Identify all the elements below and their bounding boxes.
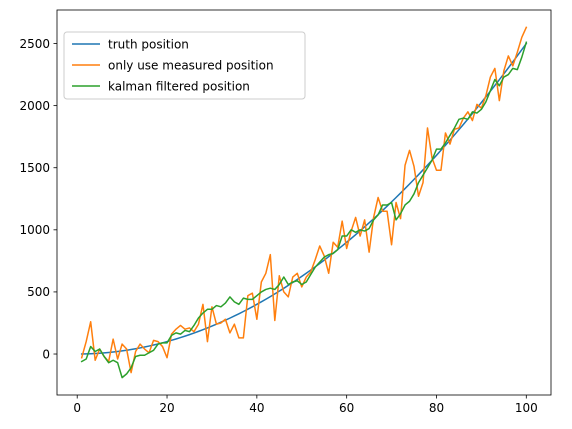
plot-frame xyxy=(56,9,552,396)
legend-label-1: only use measured position xyxy=(108,58,274,72)
y-tick-label: 2000 xyxy=(19,99,50,113)
series-line-1 xyxy=(80,26,528,374)
legend-label-0: truth position xyxy=(108,37,189,51)
x-tick-label: 0 xyxy=(73,401,81,415)
plot-area xyxy=(80,26,528,379)
legend-label-2: kalman filtered position xyxy=(108,79,250,93)
x-tick-label: 40 xyxy=(249,401,264,415)
legend-box xyxy=(63,31,306,100)
legend: truth position only use measured position… xyxy=(63,31,306,100)
y-tick-label: 2500 xyxy=(19,37,50,51)
x-tick-label: 100 xyxy=(515,401,538,415)
x-tick-label: 80 xyxy=(429,401,444,415)
x-tick-label: 20 xyxy=(159,401,174,415)
y-tick-label: 1000 xyxy=(19,223,50,237)
y-tick-label: 0 xyxy=(42,347,50,361)
x-tick-label: 60 xyxy=(339,401,354,415)
series-line-2 xyxy=(80,41,528,379)
y-tick-label: 500 xyxy=(27,285,50,299)
y-tick-label: 1500 xyxy=(19,161,50,175)
